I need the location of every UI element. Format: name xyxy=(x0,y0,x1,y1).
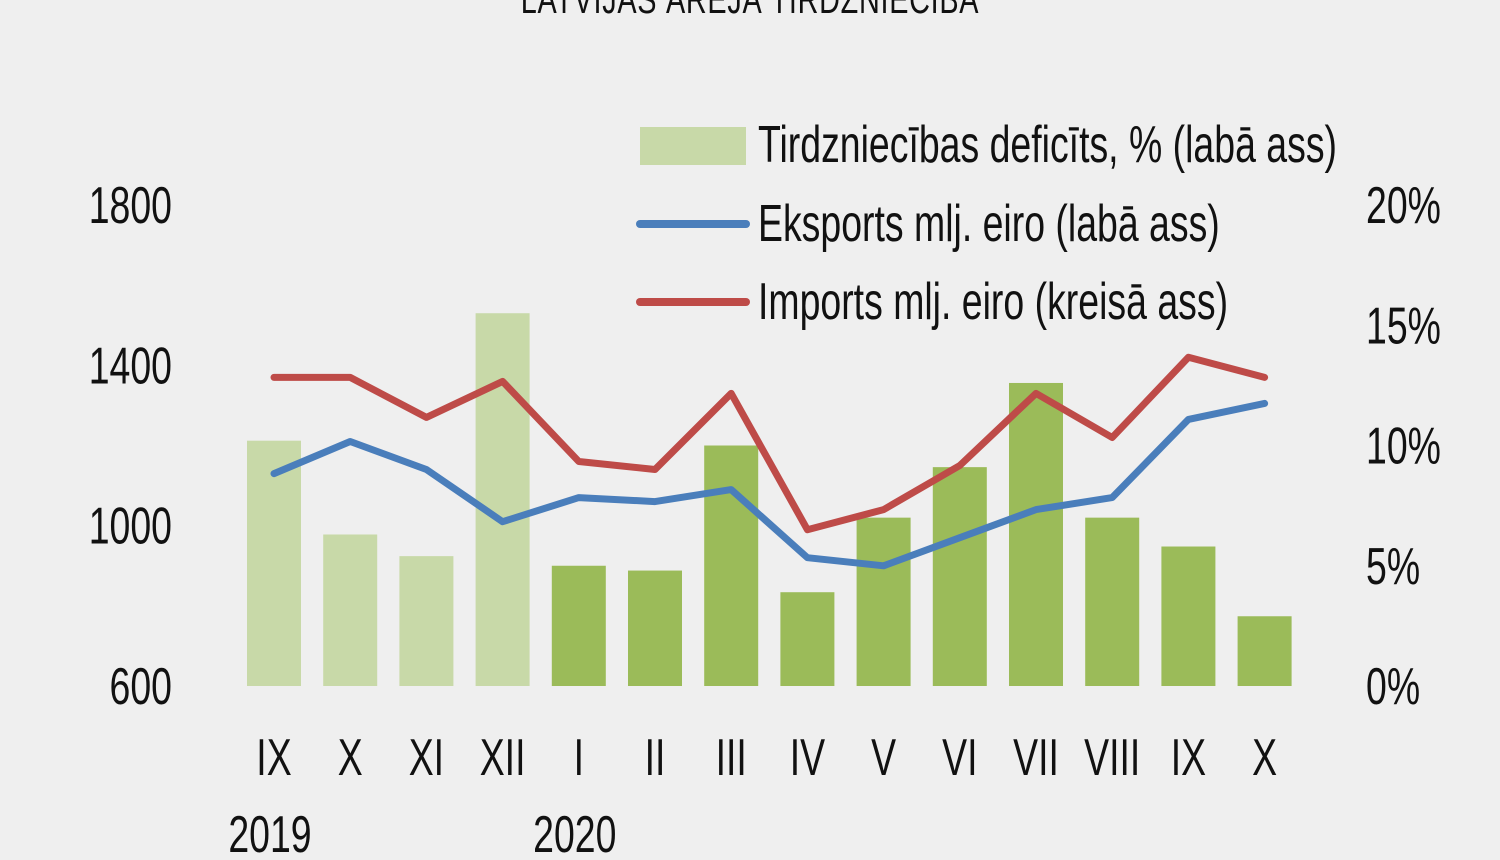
left-tick-label: 1000 xyxy=(89,497,172,556)
bar-deficit-11 xyxy=(1085,517,1140,686)
year-label: 2019 xyxy=(228,805,311,860)
bar-deficit-4 xyxy=(551,565,606,686)
bar-deficit-2 xyxy=(399,556,454,686)
x-tick-label: XII xyxy=(480,728,526,787)
chart-title: LATVIJAS ĀRĒJĀ TIRDZNIECĪBA xyxy=(520,0,980,22)
legend-swatch-deficit xyxy=(640,127,746,165)
left-tick-label: 600 xyxy=(110,657,172,716)
bar-deficit-0 xyxy=(247,440,301,686)
right-tick-label: 15% xyxy=(1366,296,1441,355)
legend-label: Imports mlj. eiro (kreisā ass) xyxy=(758,272,1228,331)
bar-deficit-12 xyxy=(1161,546,1216,686)
right-tick-label: 10% xyxy=(1366,416,1441,475)
bar-deficit-1 xyxy=(323,534,378,686)
bar-deficit-10 xyxy=(1009,382,1063,686)
x-tick-label: VIII xyxy=(1084,728,1140,787)
bar-deficit-9 xyxy=(932,467,987,686)
x-tick-label: V xyxy=(871,728,897,787)
x-tick-label: I xyxy=(574,728,584,787)
bar-layer xyxy=(247,313,1292,686)
bar-deficit-5 xyxy=(628,570,682,686)
x-tick-label: IV xyxy=(790,728,826,787)
x-tick-label: IX xyxy=(256,728,291,787)
legend: Tirdzniecības deficīts, % (labā ass) Eksp… xyxy=(636,115,1337,331)
x-tick-label: XI xyxy=(409,728,444,787)
x-tick-label: II xyxy=(645,728,666,787)
x-tick-label: III xyxy=(716,728,747,787)
left-axis: 1800 1400 1000 600 xyxy=(89,176,172,716)
bar-deficit-3 xyxy=(475,313,530,686)
bar-deficit-6 xyxy=(704,445,759,686)
x-tick-label: X xyxy=(1252,728,1277,787)
bar-deficit-8 xyxy=(856,517,911,686)
right-axis: 20% 15% 10% 5% 0% xyxy=(1366,176,1441,716)
x-tick-label: X xyxy=(338,728,363,787)
x-tick-label: VII xyxy=(1013,728,1059,787)
bar-deficit-7 xyxy=(780,592,835,686)
bar-deficit-13 xyxy=(1237,616,1292,686)
left-tick-label: 1400 xyxy=(89,336,172,395)
right-tick-label: 5% xyxy=(1366,537,1420,596)
right-tick-label: 0% xyxy=(1366,657,1420,716)
year-label: 2020 xyxy=(533,805,616,860)
left-tick-label: 1800 xyxy=(89,176,172,235)
x-tick-label: IX xyxy=(1171,728,1206,787)
export-line xyxy=(270,399,1269,570)
x-tick-label: VI xyxy=(942,728,977,787)
import-line xyxy=(270,353,1269,534)
legend-label: Tirdzniecības deficīts, % (labā ass) xyxy=(758,115,1337,174)
legend-label: Eksports mlj. eiro (labā ass) xyxy=(758,194,1220,253)
line-layer xyxy=(270,353,1269,570)
right-tick-label: 20% xyxy=(1366,176,1441,235)
